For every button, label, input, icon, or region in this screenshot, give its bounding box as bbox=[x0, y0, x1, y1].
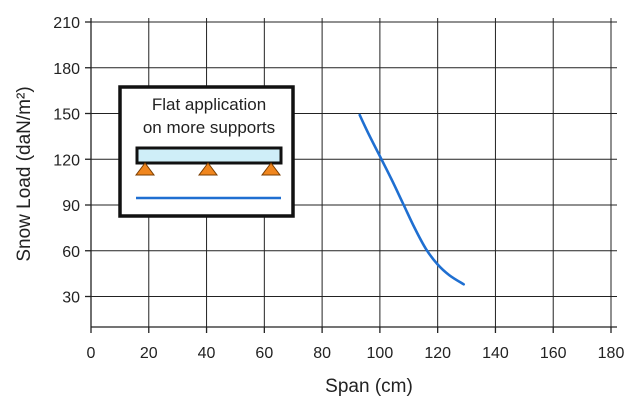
y-tick-label: 150 bbox=[53, 107, 80, 124]
y-tick-label: 120 bbox=[53, 152, 80, 169]
x-tick-label: 160 bbox=[540, 345, 567, 362]
x-tick-label: 180 bbox=[598, 345, 625, 362]
y-tick-label: 60 bbox=[62, 244, 80, 261]
x-tick-label: 140 bbox=[482, 345, 509, 362]
y-axis-ticks: 30 60 90 120 150 180 210 bbox=[53, 15, 91, 307]
legend-support-icon bbox=[261, 162, 281, 176]
legend: Flat application on more supports bbox=[118, 85, 295, 218]
y-tick-label: 210 bbox=[53, 15, 80, 32]
legend-support-icon bbox=[135, 162, 155, 176]
y-tick-label: 180 bbox=[53, 61, 80, 78]
y-tick-label: 90 bbox=[62, 198, 80, 215]
x-axis-ticks: 0 20 40 60 80 100 120 140 160 180 bbox=[87, 327, 625, 362]
y-tick-label: 30 bbox=[62, 290, 80, 307]
x-tick-label: 100 bbox=[367, 345, 394, 362]
legend-title-line-2: on more supports bbox=[143, 118, 275, 137]
legend-beam-icon bbox=[135, 146, 283, 165]
x-tick-label: 120 bbox=[424, 345, 451, 362]
series-group bbox=[358, 113, 465, 286]
x-tick-label: 80 bbox=[313, 345, 331, 362]
x-axis-label: Span (cm) bbox=[325, 376, 413, 397]
legend-support-icon bbox=[198, 162, 218, 176]
axes bbox=[90, 18, 617, 328]
x-tick-label: 40 bbox=[198, 345, 216, 362]
y-axis-label: Snow Load (daN/m²) bbox=[14, 86, 35, 261]
x-tick-label: 0 bbox=[87, 345, 96, 362]
legend-title-line-1: Flat application bbox=[152, 95, 266, 114]
x-tick-label: 60 bbox=[255, 345, 273, 362]
x-tick-label: 20 bbox=[140, 345, 158, 362]
series-line bbox=[358, 113, 465, 286]
